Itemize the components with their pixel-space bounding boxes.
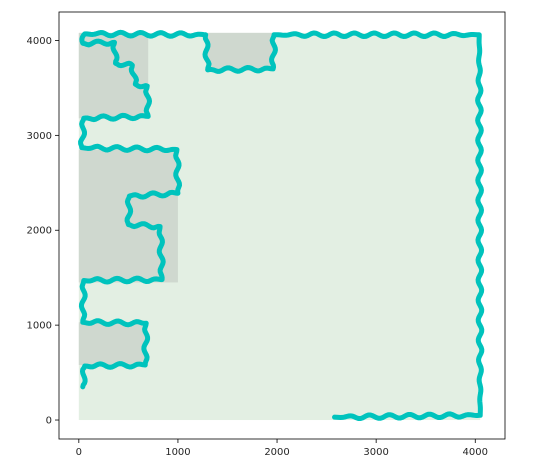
y-tick-label: 0 — [46, 416, 52, 427]
blocked-region-d — [207, 32, 274, 71]
plot-area — [78, 29, 485, 422]
x-tick-label: 3000 — [363, 447, 388, 458]
path-line — [78, 29, 485, 422]
y-tick-label: 4000 — [27, 36, 52, 47]
x-tick-label: 4000 — [463, 447, 488, 458]
axes-layer: 0 1000 2000 3000 4000 0 1000 2000 3000 4000 — [27, 11, 506, 458]
x-tick-label: 1000 — [165, 447, 190, 458]
y-tick-label: 3000 — [27, 131, 52, 142]
y-tick-label: 2000 — [27, 226, 52, 237]
x-tick-label: 0 — [76, 447, 82, 458]
blocked-region-c — [78, 322, 147, 365]
axes-frame — [58, 11, 506, 440]
x-tick-label: 2000 — [264, 447, 289, 458]
y-tick-label: 1000 — [27, 321, 52, 332]
